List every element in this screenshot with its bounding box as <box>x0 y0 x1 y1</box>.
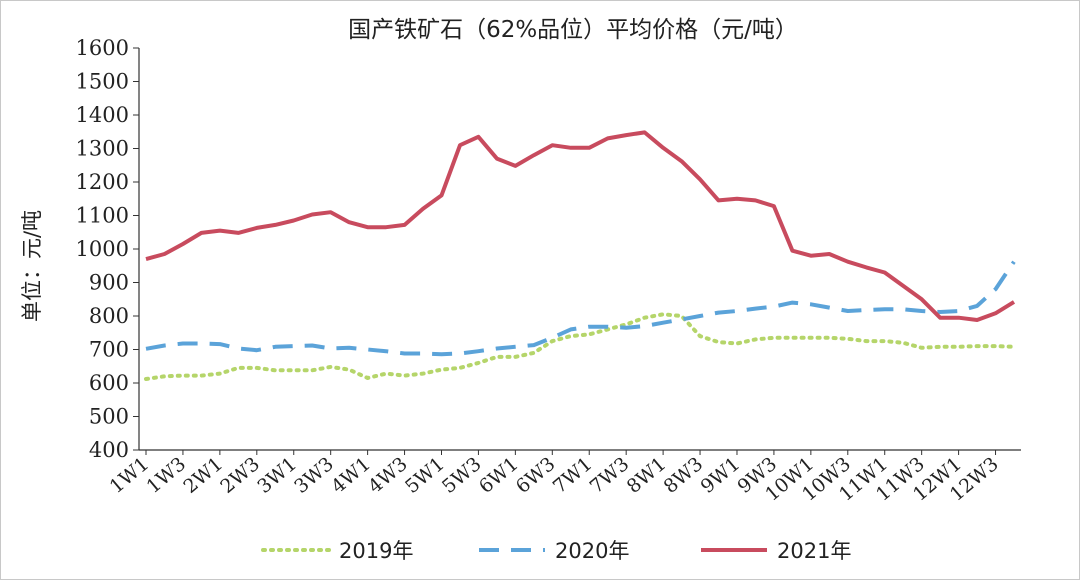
chart-title: 国产铁矿石（62%品位）平均价格（元/吨） <box>348 17 798 43</box>
y-tick-label: 1200 <box>76 170 129 194</box>
x-tick-labels: 1W11W32W12W33W13W34W14W35W15W36W16W37W17… <box>106 453 1003 506</box>
x-tick-label: 4W1 <box>327 453 375 498</box>
y-tick-label: 800 <box>89 304 129 328</box>
series-line-2 <box>145 130 1016 322</box>
x-tick-label: 5W1 <box>401 453 449 498</box>
y-tick-label: 1400 <box>76 103 129 127</box>
y-tick-label: 900 <box>89 271 129 295</box>
x-tick-label: 2W1 <box>179 453 227 498</box>
series-line-0 <box>144 312 1016 381</box>
y-tick-label: 1300 <box>76 137 129 161</box>
x-tick-label: 9W1 <box>697 453 745 498</box>
y-tick-label: 400 <box>89 438 129 462</box>
legend-label-0: 2019年 <box>339 539 413 563</box>
x-tick-label: 7W1 <box>549 453 597 498</box>
x-tick-label: 6W3 <box>512 453 560 498</box>
x-tick-label: 8W3 <box>660 453 708 498</box>
y-tick-label: 1000 <box>76 237 129 261</box>
series-lines <box>144 130 1016 381</box>
x-tick-label: 5W3 <box>438 453 486 498</box>
y-tick-labels: 400 500 600 700 800 900 1000 1100 1200 1300 1400 15… <box>76 36 129 462</box>
x-tick-label: 2W3 <box>216 453 264 498</box>
x-tick-label: 3W1 <box>253 453 301 498</box>
y-tick-label: 1500 <box>76 70 129 94</box>
legend: 2019年 2020年 2021年 <box>261 539 851 563</box>
series-line-1 <box>145 260 1016 357</box>
y-axis-label: 单位：元/吨 <box>20 210 44 322</box>
legend-label-1: 2020年 <box>555 539 629 563</box>
x-tick-label: 7W3 <box>586 453 634 498</box>
y-tick-label: 1100 <box>76 204 129 228</box>
y-tick-label: 600 <box>89 371 129 395</box>
x-tick-label: 3W3 <box>290 453 338 498</box>
x-tick-label: 4W3 <box>364 453 412 498</box>
y-tick-label: 700 <box>89 338 129 362</box>
legend-label-2: 2021年 <box>777 539 851 563</box>
x-tick-label: 6W1 <box>475 453 523 498</box>
axes <box>133 47 1021 455</box>
x-tick-label: 8W1 <box>623 453 671 498</box>
x-tick-label: 1W3 <box>143 453 191 498</box>
y-tick-label: 1600 <box>76 36 129 60</box>
y-tick-label: 500 <box>89 405 129 429</box>
